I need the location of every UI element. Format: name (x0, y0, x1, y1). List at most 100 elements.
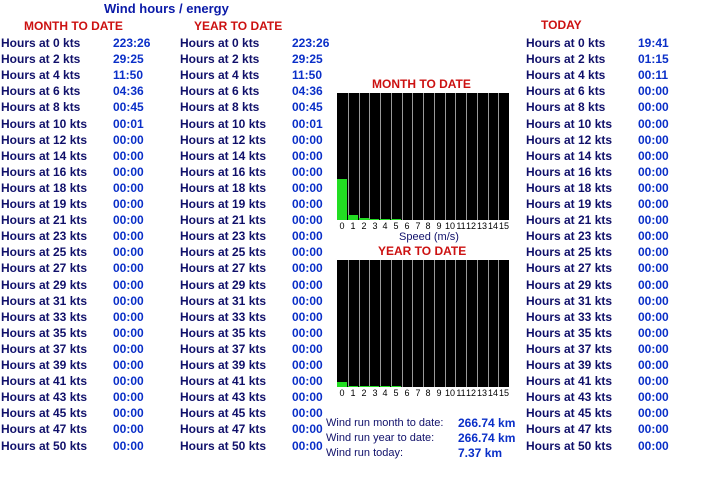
month-chart-title: MONTH TO DATE (372, 77, 471, 91)
chart-tick-label: 15 (498, 388, 509, 398)
chart-divider (488, 260, 489, 387)
year-hours-value: 00:00 (292, 422, 323, 437)
table-row: Hours at 4 kts 11:50 (1, 68, 153, 84)
table-row: Hours at 41 kts 00:00 (180, 374, 332, 390)
speed-label: Hours at 39 kts (1, 358, 88, 372)
year-hours-value: 00:00 (292, 406, 323, 421)
speed-label: Hours at 10 kts (180, 116, 267, 131)
month-hours-value: 00:00 (113, 261, 144, 276)
chart-tick-label: 13 (476, 221, 487, 231)
month-hours-value: 00:00 (113, 406, 144, 421)
today-hours-value: 00:00 (638, 245, 669, 260)
month-hours-value: 00:00 (113, 197, 144, 211)
month-hours-value: 11:50 (113, 68, 144, 83)
chart-bar (380, 219, 390, 220)
chart-divider (455, 260, 456, 387)
chart-tick-label: 1 (350, 221, 356, 231)
year-hours-value: 00:00 (292, 358, 323, 372)
table-row: Hours at 19 kts 00:00 (526, 197, 678, 213)
table-row: Hours at 35 kts 00:00 (526, 326, 678, 342)
today-hours-value: 00:00 (638, 197, 669, 211)
chart-tick-label: 6 (404, 221, 410, 231)
chart-tick-label: 15 (498, 221, 509, 231)
chart-tick-label: 2 (361, 221, 367, 231)
table-row: Hours at 31 kts 00:00 (1, 294, 153, 310)
year-hours-value: 00:00 (292, 164, 323, 179)
today-hours-value: 00:00 (638, 406, 669, 421)
month-hours-value: 00:01 (113, 116, 144, 131)
year-hours-value: 00:00 (292, 293, 323, 308)
chart-divider (455, 93, 456, 220)
chart-divider (434, 93, 435, 220)
page-title: Wind hours / energy (104, 1, 229, 16)
table-row: Hours at 18 kts 00:00 (526, 181, 678, 197)
table-row: Hours at 25 kts 00:00 (526, 245, 678, 261)
table-row: Hours at 33 kts 00:00 (526, 310, 678, 326)
today-hours-value: 00:00 (638, 390, 669, 405)
speed-axis-label: Speed (m/s) (399, 231, 459, 243)
table-row: Hours at 21 kts 00:00 (1, 213, 153, 229)
year-hours-value: 00:01 (292, 116, 323, 131)
chart-divider (477, 93, 478, 220)
chart-tick-label: 1 (350, 388, 356, 398)
table-row: Hours at 50 kts 00:00 (1, 439, 153, 455)
today-hours-value: 00:00 (638, 293, 669, 308)
speed-label: Hours at 21 kts (180, 213, 267, 228)
chart-divider (348, 260, 349, 387)
table-row: Hours at 10 kts 00:01 (1, 117, 153, 133)
speed-label: Hours at 50 kts (526, 438, 613, 453)
chart-divider (498, 93, 499, 220)
speed-label: Hours at 23 kts (1, 229, 88, 244)
speed-label: Hours at 35 kts (180, 325, 267, 340)
table-row: Hours at 16 kts 00:00 (526, 165, 678, 181)
table-row: Hours at 21 kts 00:00 (526, 213, 678, 229)
table-row: Hours at 29 kts 00:00 (526, 278, 678, 294)
speed-label: Hours at 6 kts (1, 84, 81, 99)
table-row: Hours at 31 kts 00:00 (180, 294, 332, 310)
year-hours-value: 00:00 (292, 261, 323, 276)
month-hours-value: 00:00 (113, 164, 144, 179)
year-hours-value: 00:00 (292, 148, 323, 163)
speed-label: Hours at 8 kts (526, 100, 606, 115)
table-row: Hours at 27 kts 00:00 (1, 261, 153, 277)
chart-tick-label: 9 (436, 388, 442, 398)
today-hours-value: 00:00 (638, 341, 669, 356)
speed-label: Hours at 12 kts (1, 132, 88, 147)
speed-label: Hours at 23 kts (526, 229, 613, 244)
speed-label: Hours at 37 kts (180, 341, 267, 356)
speed-label: Hours at 6 kts (180, 84, 260, 99)
chart-divider (359, 260, 360, 387)
chart-divider (423, 93, 424, 220)
chart-divider (412, 260, 413, 387)
chart-bar (369, 219, 379, 220)
speed-label: Hours at 43 kts (526, 390, 613, 405)
chart-bar (359, 386, 369, 387)
year-hours-value: 11:50 (292, 68, 323, 83)
table-row: Hours at 23 kts 00:00 (180, 229, 332, 245)
today-hours-value: 00:00 (638, 100, 669, 115)
table-row: Hours at 47 kts 00:00 (526, 422, 678, 438)
month-hours-value: 29:25 (113, 52, 144, 67)
chart-divider (445, 260, 446, 387)
speed-label: Hours at 0 kts (180, 36, 260, 50)
speed-label: Hours at 8 kts (1, 100, 81, 115)
table-row: Hours at 35 kts 00:00 (180, 326, 332, 342)
chart-divider (391, 93, 392, 220)
speed-label: Hours at 29 kts (1, 277, 88, 292)
today-hours-value: 00:00 (638, 84, 669, 99)
speed-label: Hours at 27 kts (1, 261, 88, 276)
speed-label: Hours at 41 kts (180, 374, 267, 389)
table-row: Hours at 45 kts 00:00 (526, 406, 678, 422)
table-row: Hours at 43 kts 00:00 (526, 390, 678, 406)
speed-label: Hours at 10 kts (1, 116, 88, 131)
chart-tick-label: 10 (444, 221, 455, 231)
table-row: Hours at 50 kts 00:00 (526, 439, 678, 455)
today-hours-value: 00:00 (638, 309, 669, 324)
speed-label: Hours at 4 kts (180, 68, 260, 83)
chart-bar (337, 382, 347, 387)
speed-label: Hours at 43 kts (1, 390, 88, 405)
wind-run-year-value: 266.74 km (458, 431, 516, 445)
chart-divider (445, 93, 446, 220)
chart-tick-label: 9 (436, 221, 442, 231)
year-hours-value: 00:00 (292, 229, 323, 244)
